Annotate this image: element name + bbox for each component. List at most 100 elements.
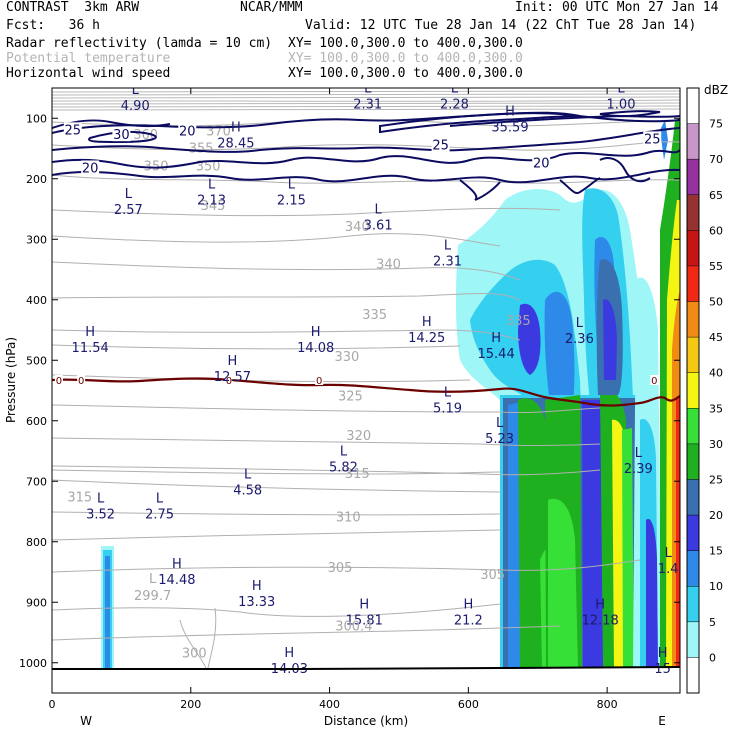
extremum-value: 2.31 bbox=[433, 255, 462, 270]
extremum-letter: L bbox=[496, 416, 504, 431]
theta-label: 320 bbox=[346, 429, 371, 444]
colorbar-level-label: 50 bbox=[709, 296, 723, 309]
dbz-colorbar: 0 5 10 15 20 25 30 35 40 45 50 55 60 65 70 75 bbox=[686, 87, 723, 694]
freezing-label-bg bbox=[54, 375, 63, 385]
colorbar-swatch bbox=[687, 443, 699, 480]
y-tick-label: 300 bbox=[26, 233, 47, 246]
wind-contour-label: 20 bbox=[179, 125, 196, 140]
theta-contours bbox=[52, 119, 680, 669]
extremum-value: 12.18 bbox=[582, 613, 619, 628]
extremum-value: 2.15 bbox=[277, 193, 306, 208]
plot-frame bbox=[51, 87, 681, 694]
colorbar-level-label: 10 bbox=[709, 580, 723, 593]
wind-label-bg bbox=[178, 123, 197, 138]
extremum-value: 2.39 bbox=[624, 462, 653, 477]
extremum-value: 2.57 bbox=[114, 203, 143, 218]
extremum-letter: L bbox=[364, 81, 372, 96]
field-reflectivity-xy: XY= 100.0,300.0 to 400.0,300.0 bbox=[288, 36, 523, 51]
extremum-letter: H bbox=[595, 597, 605, 612]
colorbar-swatch bbox=[687, 230, 699, 266]
wind-contour-label: 25 bbox=[644, 132, 661, 147]
theta-extremum-value: 299.7 bbox=[134, 589, 171, 604]
colorbar-level-label: 45 bbox=[709, 331, 723, 344]
theta-extremum-value: 300.4 bbox=[335, 619, 372, 634]
model-title: CONTRAST 3km ARW bbox=[6, 0, 140, 15]
wind-label-bg bbox=[81, 160, 100, 175]
wind-label-bg bbox=[431, 137, 450, 152]
theta-label: 330 bbox=[335, 350, 360, 365]
freezing-label: 0 bbox=[78, 376, 84, 387]
colorbar-frame bbox=[686, 87, 700, 694]
colorbar-unit: dBZ bbox=[704, 83, 728, 97]
theta-label: 340 bbox=[376, 258, 401, 273]
colorbar-level-label: 35 bbox=[709, 402, 723, 415]
extremum-value: 3.61 bbox=[364, 218, 393, 233]
extremum-value: 13.33 bbox=[238, 595, 275, 610]
extremum-value: 1.4 bbox=[658, 562, 679, 577]
extremum-letter: L bbox=[444, 239, 452, 254]
freezing-label-bg bbox=[224, 375, 233, 385]
y-tick-label: 600 bbox=[26, 415, 47, 428]
freezing-level-labels: 0 0 0 0 0 bbox=[54, 375, 659, 387]
x-axis-label: Distance (km) bbox=[324, 714, 408, 728]
colorbar-level-label: 0 bbox=[709, 651, 716, 664]
colorbar-swatch bbox=[687, 515, 699, 551]
forecast-hour: Fcst: 36 h bbox=[6, 18, 100, 33]
extremum-value: 2.75 bbox=[145, 507, 174, 522]
theta-label: 305 bbox=[328, 561, 353, 576]
extremum-value: 12.57 bbox=[214, 370, 251, 385]
wind-label-bg bbox=[63, 122, 82, 137]
wind-contour-label: 25 bbox=[432, 138, 449, 153]
extremum-letter: L bbox=[635, 446, 643, 461]
colorbar-level-label: 65 bbox=[709, 189, 723, 202]
extremum-value: 4.58 bbox=[233, 483, 262, 498]
wind-contours bbox=[52, 110, 680, 201]
theta-label: 355 bbox=[189, 142, 214, 157]
extremum-letter: H bbox=[231, 121, 241, 136]
east-label: E bbox=[658, 714, 666, 728]
extremum-letter: L bbox=[444, 386, 452, 401]
extremum-letter: H bbox=[658, 646, 668, 661]
extremum-value: 3.52 bbox=[86, 507, 115, 522]
org-label: NCAR/MMM bbox=[240, 0, 303, 15]
extremum-letter: H bbox=[228, 354, 238, 369]
colorbar-swatch bbox=[687, 265, 699, 302]
distance-axis: 0 200 400 600 800 bbox=[49, 88, 618, 711]
extremum-value: 5.82 bbox=[329, 460, 358, 475]
wind-label-bg bbox=[112, 127, 131, 142]
colorbar-level-label: 40 bbox=[709, 367, 723, 380]
colorbar-level-label: 60 bbox=[709, 224, 723, 237]
theta-label: 340 bbox=[345, 220, 370, 235]
colorbar-level-label: 15 bbox=[709, 545, 723, 558]
freezing-label: 0 bbox=[316, 376, 322, 387]
terrain-line bbox=[52, 666, 680, 670]
colorbar-swatch bbox=[687, 194, 699, 231]
extremum-value: 1.00 bbox=[607, 97, 636, 112]
y-tick-label: 400 bbox=[26, 294, 47, 307]
extremum-letter: H bbox=[491, 331, 501, 346]
extremum-letter: L bbox=[617, 81, 625, 96]
colorbar-swatch bbox=[687, 621, 699, 658]
theta-extremum-letter: L bbox=[149, 572, 157, 587]
theta-label: 325 bbox=[338, 390, 363, 405]
extremum-letter: L bbox=[156, 491, 164, 506]
colorbar-level-label: 55 bbox=[709, 260, 723, 273]
x-tick-label: 0 bbox=[49, 698, 56, 711]
wind-contour-label: 20 bbox=[82, 161, 99, 176]
extremum-value: 2.28 bbox=[440, 97, 469, 112]
extremum-letter: L bbox=[665, 546, 673, 561]
colorbar-swatch bbox=[687, 408, 699, 444]
wind-extrema: L4.90L2.31L2.28L1.00H35.59H28.45L2.57L2.… bbox=[72, 81, 679, 677]
colorbar-swatch bbox=[687, 159, 699, 195]
wind-contour-label: 20 bbox=[533, 157, 550, 172]
y-axis-label: Pressure (hPa) bbox=[4, 337, 18, 423]
extremum-value: 5.19 bbox=[433, 402, 462, 417]
extremum-value: 14.08 bbox=[297, 341, 334, 356]
extremum-value: 15 bbox=[654, 662, 671, 677]
extremum-letter: L bbox=[288, 177, 296, 192]
freezing-label: 0 bbox=[651, 376, 657, 387]
colorbar-swatch bbox=[687, 88, 699, 124]
wind-label-bg bbox=[643, 131, 662, 146]
x-tick-label: 600 bbox=[458, 698, 479, 711]
